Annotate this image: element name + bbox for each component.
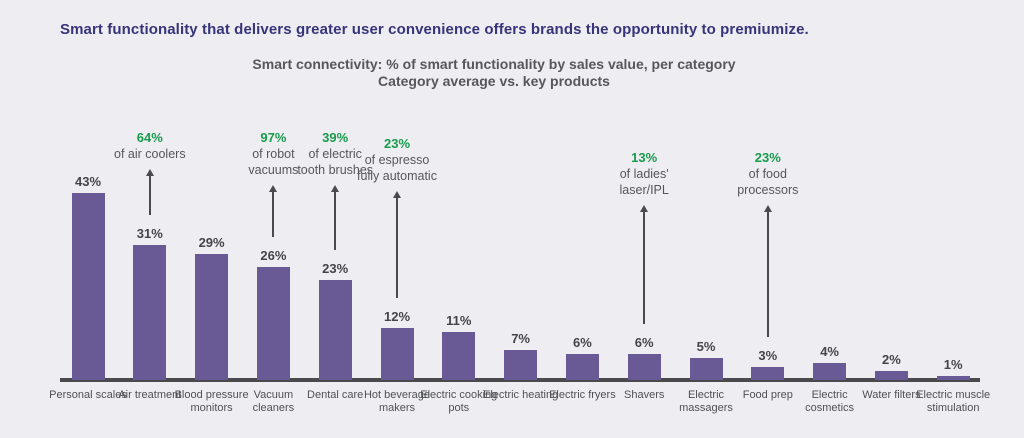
annotation-label: of ladies' laser/IPL (619, 167, 669, 197)
chart-title-line1: Smart connectivity: % of smart functiona… (252, 56, 736, 72)
arrow-line (396, 197, 398, 298)
arrow-up-icon (331, 185, 340, 192)
category-label: Electric heating (482, 389, 559, 401)
bar-value-label: 6% (572, 334, 592, 350)
category-label: Air treatment (118, 389, 182, 401)
arrow-up-icon (145, 169, 154, 176)
bar (195, 253, 229, 380)
annotation-value: 39% (322, 130, 349, 145)
annotation-label: of electric tooth brushes (297, 147, 374, 177)
bar (565, 353, 599, 380)
arrow-line (148, 175, 151, 216)
annotation-value: 64% (136, 130, 163, 145)
bar (133, 245, 167, 380)
x-axis-line (60, 378, 980, 382)
bar-value-label: 4% (820, 343, 839, 359)
bar (256, 266, 290, 380)
bar-value-label: 12% (383, 308, 411, 324)
bar-value-label: 11% (446, 313, 472, 329)
annotation-label: of food processors (737, 167, 799, 197)
arrow-line (766, 211, 769, 337)
category-label: Food prep (742, 389, 793, 401)
bar-value-label: 6% (634, 334, 654, 350)
bar-value-label: 5% (696, 339, 716, 355)
headline: Smart functionality that delivers greate… (60, 21, 809, 38)
category-label: Blood pressure monitors (174, 389, 249, 414)
chart-title-line2: Category average vs. key products (378, 73, 610, 89)
annotation-label: of air coolers (114, 147, 186, 161)
key-product-annotation: 23% of espresso fully automatic (356, 136, 438, 184)
bar-value-label: 3% (758, 347, 778, 363)
annotation-label: of robot vacuums (248, 147, 299, 177)
bar-value-label: 23% (322, 260, 349, 276)
category-label: Hot beverage makers (363, 389, 431, 414)
bar (442, 332, 476, 380)
annotation-value: 23% (754, 150, 781, 165)
bar (813, 362, 847, 380)
bar (71, 192, 105, 380)
key-product-annotation: 97% of robot vacuums (232, 130, 314, 178)
bar-value-label: 29% (198, 234, 225, 250)
category-label: Electric muscle stimulation (916, 389, 991, 414)
bar-value-label: 7% (511, 330, 530, 346)
arrow-up-icon (763, 205, 772, 212)
key-product-annotation: 64% of air coolers (109, 130, 191, 162)
bar (936, 375, 970, 380)
arrow-up-icon (269, 185, 278, 192)
category-label: Electric massagers (679, 389, 733, 414)
key-product-annotation: 23% of food processors (727, 150, 809, 198)
bar (380, 327, 414, 380)
bar (504, 349, 538, 380)
bar-value-label: 2% (881, 352, 901, 368)
bar (874, 371, 908, 380)
bar (627, 353, 661, 380)
key-product-annotation: 13% of ladies' laser/IPL (603, 150, 685, 198)
arrow-up-icon (393, 191, 401, 198)
bar-value-label: 26% (260, 247, 287, 263)
category-label: Electric cooking pots (420, 389, 498, 414)
arrow-line (272, 191, 275, 237)
category-label: Electric cosmetics (805, 389, 855, 414)
category-label: Personal scales (49, 389, 127, 401)
bar-value-label: 31% (136, 226, 163, 242)
annotation-value: 97% (260, 130, 287, 145)
annotation-value: 23% (383, 136, 411, 151)
category-label: Vacuum cleaners (252, 389, 295, 414)
category-label: Water filters (862, 389, 921, 401)
bar-value-label: 1% (943, 356, 963, 372)
annotation-label: of espresso fully automatic (357, 153, 437, 183)
annotation-value: 13% (631, 150, 658, 165)
bar-value-label: 43% (74, 173, 102, 189)
category-label: Shavers (624, 389, 665, 401)
bar (318, 279, 352, 380)
arrow-line (643, 211, 646, 324)
bar (689, 358, 723, 380)
bar (751, 366, 785, 380)
key-product-annotation: 39% of electric tooth brushes (294, 130, 376, 178)
arrow-line (334, 191, 337, 250)
category-label: Dental care (307, 389, 364, 401)
chart-title: Smart connectivity: % of smart functiona… (0, 56, 988, 90)
arrow-up-icon (640, 205, 649, 212)
category-label: Electric fryers (549, 389, 616, 401)
